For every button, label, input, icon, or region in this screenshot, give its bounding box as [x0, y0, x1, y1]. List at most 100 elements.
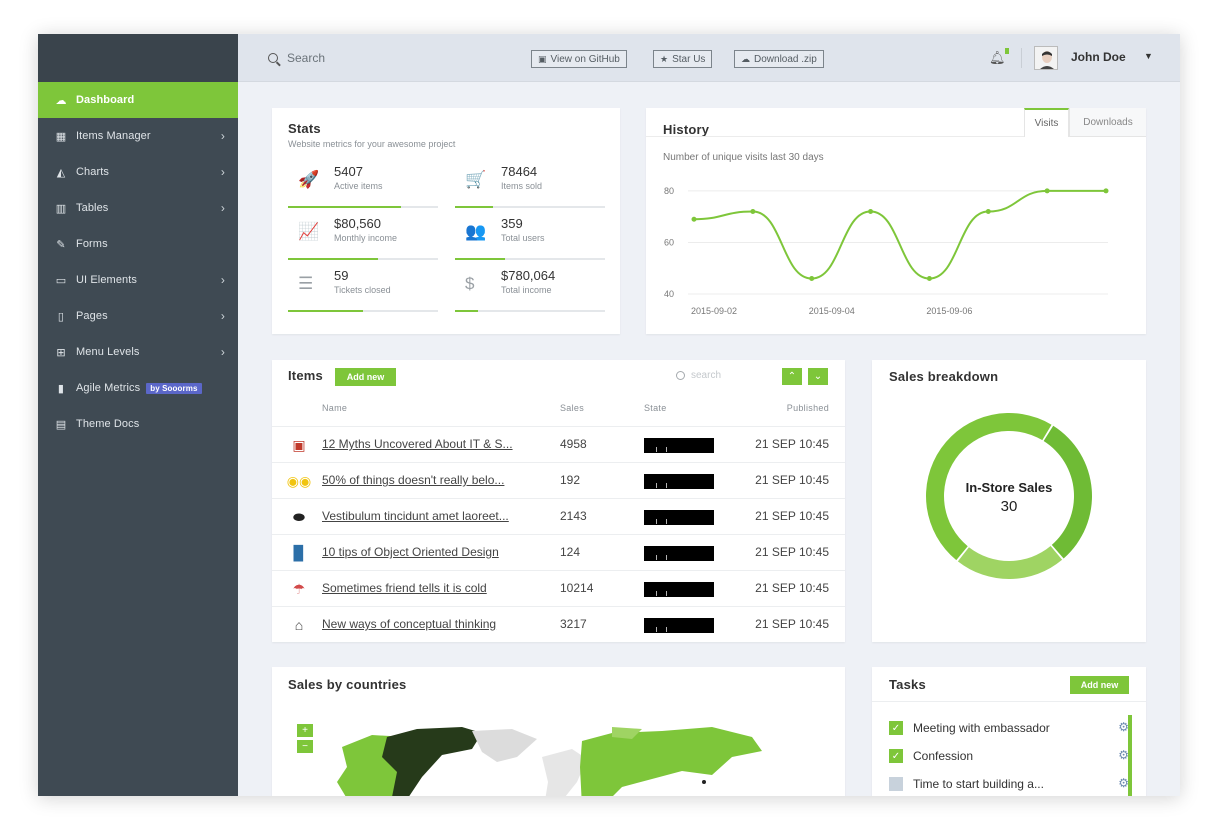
- table-row[interactable]: ◉◉ 50% of things doesn't really belo... 19…: [272, 462, 845, 498]
- sidebar-item-tables[interactable]: ▥ Tables ›: [38, 190, 238, 226]
- sidebar-item-ui-elements[interactable]: ▭ UI Elements ›: [38, 262, 238, 298]
- search-box[interactable]: Search: [268, 51, 325, 65]
- item-sales: 4958: [560, 437, 587, 451]
- item-name-link[interactable]: 50% of things doesn't really belo...: [322, 473, 505, 487]
- task-checkbox[interactable]: ✓: [889, 749, 903, 763]
- line-chart-icon: 📈: [298, 222, 320, 241]
- sidebar-item-label: Pages: [76, 310, 108, 322]
- dollar-icon: $: [465, 274, 475, 293]
- task-label: Time to start building a...: [913, 777, 1044, 791]
- history-subtitle: Number of unique visits last 30 days: [663, 152, 824, 163]
- sidebar-badge: by Sooorms: [146, 382, 202, 394]
- task-checkbox[interactable]: ✓: [889, 721, 903, 735]
- task-item[interactable]: Time to start building a... ⚙: [889, 775, 1129, 793]
- umbrella-icon: ☂: [292, 580, 306, 597]
- desktop-icon: ▭: [55, 274, 67, 287]
- items-add-new-button[interactable]: Add new: [335, 368, 396, 386]
- sidebar-item-charts[interactable]: ◭ Charts ›: [38, 154, 238, 190]
- tab-underline: [646, 136, 1024, 137]
- sidebar-item-items-manager[interactable]: ▦ Items Manager ›: [38, 118, 238, 154]
- sidebar-item-theme-docs[interactable]: ▤ Theme Docs: [38, 406, 238, 442]
- stat-tile: 🚀 5407 Active items: [288, 158, 438, 208]
- grid-icon: ▦: [55, 130, 67, 143]
- tab-downloads[interactable]: Downloads: [1069, 108, 1146, 137]
- stat-value: 59: [334, 268, 349, 283]
- world-map[interactable]: [312, 727, 832, 796]
- sales-breakdown-panel: Sales breakdown In-Store Sales 30: [872, 360, 1146, 642]
- stat-progress-track: [288, 310, 438, 312]
- item-published: 21 SEP 10:45: [755, 581, 829, 595]
- tasks-panel: Tasks Add new ✓ Meeting with embassador ⚙ ✓…: [872, 667, 1146, 796]
- glasses-icon: ◉◉: [286, 472, 312, 489]
- sort-down-button[interactable]: ⌄: [808, 368, 828, 385]
- pencil-square-icon: ✎: [56, 238, 66, 251]
- task-checkbox[interactable]: [889, 777, 903, 791]
- chevron-right-icon: ›: [220, 345, 225, 359]
- item-name-link[interactable]: Vestibulum tincidunt amet laoreet...: [322, 509, 509, 523]
- column-header-name[interactable]: Name: [322, 403, 348, 413]
- stat-progress-track: [455, 310, 605, 312]
- stats-title: Stats: [288, 121, 321, 136]
- user-name[interactable]: John Doe: [1071, 50, 1126, 64]
- gear-icon[interactable]: ⚙: [1118, 776, 1129, 790]
- table-row[interactable]: ⬬ Vestibulum tincidunt amet laoreet... 214…: [272, 498, 845, 534]
- star-us-label: Star Us: [672, 53, 706, 65]
- item-state-sparkline: [644, 546, 714, 561]
- column-header-sales[interactable]: Sales: [560, 403, 585, 413]
- tab-visits[interactable]: Visits: [1024, 108, 1069, 137]
- top-bar: Search ▣ View on GitHub ★ Star Us ☁ Down…: [238, 34, 1180, 82]
- sidebar-item-pages[interactable]: ▯ Pages ›: [38, 298, 238, 334]
- task-item[interactable]: ✓ Meeting with embassador ⚙: [889, 719, 1129, 737]
- sidebar-item-agile-metrics[interactable]: ▮ Agile Metrics by Sooorms: [38, 370, 238, 406]
- item-name-link[interactable]: Sometimes friend tells it is cold: [322, 581, 487, 595]
- data-point: [750, 209, 756, 215]
- sidebar-item-label: Forms: [76, 238, 108, 250]
- sort-up-button[interactable]: ⌃: [782, 368, 802, 385]
- column-header-state[interactable]: State: [644, 403, 667, 413]
- table-row[interactable]: ▣ 12 Myths Uncovered About IT & S... 4958 2…: [272, 426, 845, 462]
- item-name-link[interactable]: New ways of conceptual thinking: [322, 617, 497, 631]
- bell-icon[interactable]: 🔔︎: [989, 50, 1006, 65]
- task-item[interactable]: ✓ Confession ⚙: [889, 747, 1129, 765]
- tasks-add-new-button[interactable]: Add new: [1070, 676, 1129, 694]
- item-sales: 10214: [560, 581, 594, 595]
- stat-progress-track: [455, 258, 605, 260]
- sidebar-item-dashboard[interactable]: ☁ Dashboard: [38, 82, 238, 118]
- zoom-out-button[interactable]: −: [297, 740, 313, 753]
- app-thumbnail-icon: ▣: [292, 436, 306, 453]
- scrollbar[interactable]: [1128, 715, 1132, 796]
- gear-icon[interactable]: ⚙: [1118, 748, 1129, 762]
- chevron-right-icon: ›: [220, 201, 225, 215]
- view-on-github-button[interactable]: ▣ View on GitHub: [531, 50, 627, 68]
- item-name-link[interactable]: 12 Myths Uncovered About IT & S...: [322, 437, 513, 451]
- zoom-in-button[interactable]: +: [297, 724, 313, 737]
- table-row[interactable]: ⌂ New ways of conceptual thinking 3217 21 S…: [272, 606, 845, 642]
- table-row[interactable]: ▉ 10 tips of Object Oriented Design 124 21 …: [272, 534, 845, 570]
- sidebar-item-label: Agile Metrics: [76, 382, 141, 394]
- item-published: 21 SEP 10:45: [755, 545, 829, 559]
- item-name-link[interactable]: 10 tips of Object Oriented Design: [322, 545, 499, 559]
- stat-progress-track: [455, 206, 605, 208]
- sales-by-countries-panel: Sales by countries + −: [272, 667, 845, 796]
- gear-icon[interactable]: ⚙: [1118, 720, 1129, 734]
- caret-down-icon[interactable]: ▼: [1144, 51, 1153, 61]
- dashboard-icon: ☁: [55, 94, 67, 107]
- task-label: Confession: [913, 749, 974, 763]
- search-placeholder: Search: [287, 51, 326, 65]
- stat-value: 78464: [501, 164, 538, 179]
- github-icon: ▣: [538, 53, 547, 64]
- star-us-button[interactable]: ★ Star Us: [653, 50, 713, 68]
- sidebar-item-label: Menu Levels: [76, 346, 140, 358]
- sidebar-item-menu-levels[interactable]: ⊞ Menu Levels ›: [38, 334, 238, 370]
- avatar[interactable]: [1034, 46, 1058, 70]
- column-header-published[interactable]: Published: [786, 403, 829, 413]
- table-row[interactable]: ☂ Sometimes friend tells it is cold 10214 2…: [272, 570, 845, 606]
- stat-tile: 🛒 78464 Items sold: [455, 158, 605, 208]
- stat-progress-fill: [455, 310, 478, 312]
- download-zip-button[interactable]: ☁ Download .zip: [734, 50, 824, 68]
- item-published: 21 SEP 10:45: [755, 617, 829, 631]
- sidebar-item-forms[interactable]: ✎ Forms: [38, 226, 238, 262]
- item-published: 21 SEP 10:45: [755, 473, 829, 487]
- search-icon: [268, 53, 278, 63]
- items-search-input[interactable]: search: [676, 370, 721, 381]
